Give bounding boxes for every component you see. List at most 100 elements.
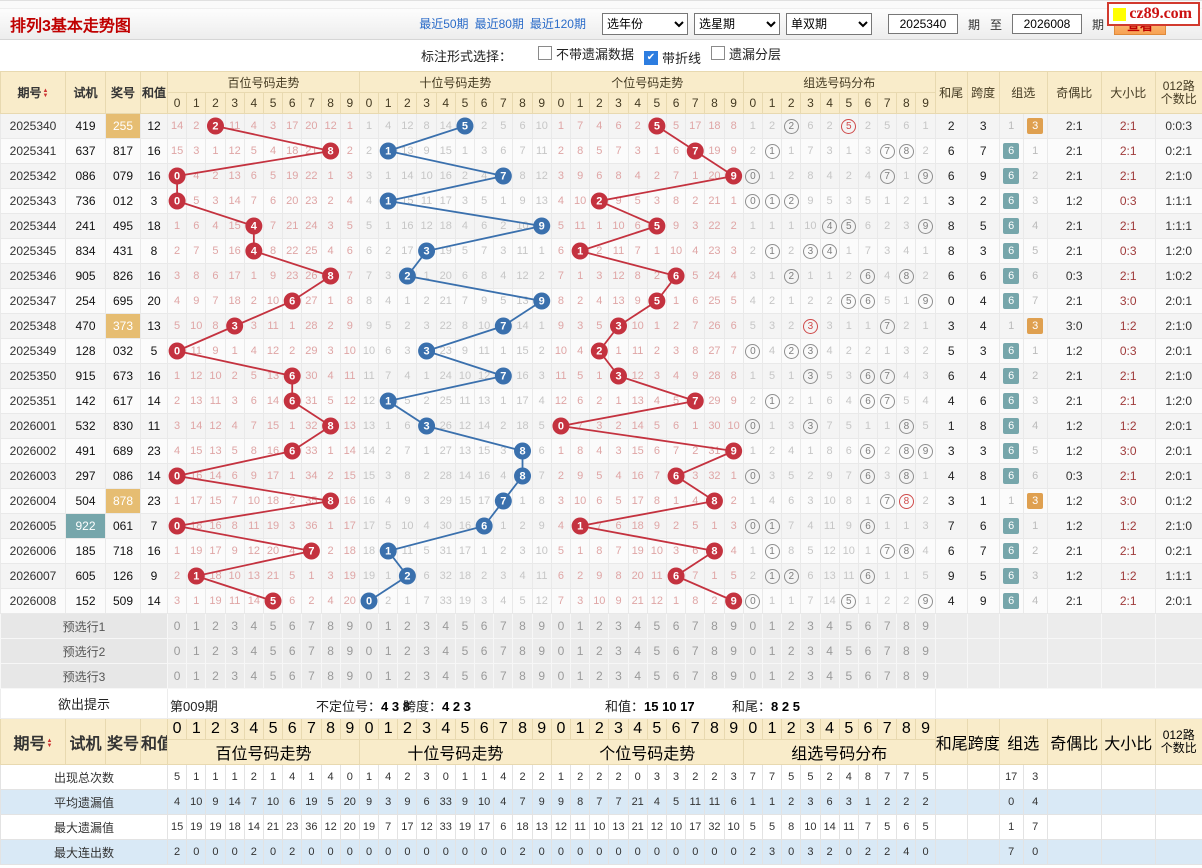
preselect-digit-cell[interactable]: 9 [339, 638, 360, 664]
preselect-digit-cell[interactable]: 6 [474, 638, 495, 664]
preselect-digit-cell[interactable]: 1 [186, 613, 207, 639]
preselect-digit-cell[interactable]: 3 [608, 638, 629, 664]
preselect-digit-cell[interactable]: 3 [224, 613, 245, 639]
preselect-digit-cell[interactable]: 2 [589, 613, 610, 639]
preselect-digit-cell[interactable]: 0 [166, 613, 188, 639]
preselect-digit-cell[interactable]: 7 [685, 638, 706, 664]
preselect-digit-cell[interactable]: 0 [358, 613, 380, 639]
preselect-digit-cell[interactable]: 1 [186, 663, 207, 689]
checkbox-2[interactable]: 遗漏分层 [711, 44, 781, 63]
preselect-digit-cell[interactable]: 0 [742, 663, 763, 689]
preselect-digit-cell[interactable]: 4 [819, 613, 840, 639]
preselect-digit-cell[interactable]: 7 [493, 613, 514, 639]
preselect-digit-cell[interactable]: 5 [262, 638, 284, 664]
preselect-digit-cell[interactable]: 8 [896, 638, 917, 664]
checkbox-box-icon[interactable] [711, 46, 726, 61]
preselect-digit-cell[interactable]: 6 [282, 613, 303, 639]
preselect-digit-cell[interactable]: 5 [838, 638, 859, 664]
preselect-digit-cell[interactable]: 5 [838, 613, 859, 639]
preselect-digit-cell[interactable]: 4 [435, 638, 456, 664]
preselect-digit-cell[interactable]: 2 [397, 613, 418, 639]
preselect-digit-cell[interactable]: 7 [685, 663, 706, 689]
preselect-digit-cell[interactable]: 9 [339, 613, 360, 639]
preselect-digit-cell[interactable]: 5 [454, 638, 476, 664]
preselect-digit-cell[interactable]: 8 [320, 638, 341, 664]
preselect-digit-cell[interactable]: 3 [224, 663, 245, 689]
preselect-digit-cell[interactable]: 3 [416, 638, 437, 664]
preselect-digit-cell[interactable]: 5 [646, 638, 667, 664]
preselect-digit-cell[interactable]: 2 [397, 663, 418, 689]
preselect-digit-cell[interactable]: 1 [761, 613, 783, 639]
preselect-digit-cell[interactable]: 2 [589, 638, 610, 664]
preselect-digit-cell[interactable]: 0 [550, 613, 572, 639]
preselect-digit-cell[interactable]: 0 [166, 638, 188, 664]
preselect-digit-cell[interactable]: 2 [781, 663, 802, 689]
preselect-digit-cell[interactable]: 7 [877, 663, 898, 689]
preselect-digit-cell[interactable]: 7 [493, 663, 514, 689]
preselect-digit-cell[interactable]: 6 [282, 638, 303, 664]
filter-select-1[interactable]: 选星期 [693, 13, 780, 35]
preselect-digit-cell[interactable]: 6 [665, 613, 687, 639]
preselect-digit-cell[interactable]: 5 [646, 663, 667, 689]
preselect-digit-cell[interactable]: 4 [243, 638, 264, 664]
recent-link-2[interactable]: 最近120期 [529, 17, 586, 31]
preselect-digit-cell[interactable]: 6 [857, 613, 879, 639]
preselect-digit-cell[interactable]: 3 [608, 663, 629, 689]
filter-select-2[interactable]: 单双期 [785, 13, 872, 35]
preselect-digit-cell[interactable]: 4 [435, 663, 456, 689]
preselect-digit-cell[interactable]: 2 [205, 638, 226, 664]
preselect-digit-cell[interactable]: 6 [282, 663, 303, 689]
preselect-digit-cell[interactable]: 4 [243, 663, 264, 689]
preselect-digit-cell[interactable]: 0 [742, 638, 763, 664]
preselect-digit-cell[interactable]: 6 [474, 663, 495, 689]
preselect-digit-cell[interactable]: 6 [857, 663, 879, 689]
preselect-digit-cell[interactable]: 9 [723, 638, 744, 664]
preselect-digit-cell[interactable]: 1 [378, 638, 399, 664]
preselect-digit-cell[interactable]: 0 [166, 663, 188, 689]
preselect-digit-cell[interactable]: 4 [627, 663, 648, 689]
preselect-digit-cell[interactable]: 8 [512, 638, 533, 664]
preselect-digit-cell[interactable]: 6 [474, 613, 495, 639]
preselect-digit-cell[interactable]: 6 [857, 638, 879, 664]
preselect-digit-cell[interactable]: 0 [550, 638, 572, 664]
checkbox-box-icon[interactable] [537, 46, 552, 61]
preselect-digit-cell[interactable]: 9 [915, 663, 936, 689]
preselect-digit-cell[interactable]: 3 [224, 638, 245, 664]
preselect-digit-cell[interactable]: 8 [896, 663, 917, 689]
preselect-digit-cell[interactable]: 4 [819, 663, 840, 689]
checkbox-box-icon[interactable]: ✔ [644, 50, 658, 65]
preselect-digit-cell[interactable]: 5 [838, 663, 859, 689]
preselect-digit-cell[interactable]: 3 [608, 613, 629, 639]
preselect-digit-cell[interactable]: 9 [723, 663, 744, 689]
preselect-digit-cell[interactable]: 4 [627, 613, 648, 639]
preselect-digit-cell[interactable]: 1 [761, 663, 783, 689]
preselect-digit-cell[interactable]: 3 [800, 638, 821, 664]
checkbox-1[interactable]: ✔ 带折线 [644, 48, 701, 67]
preselect-digit-cell[interactable]: 5 [262, 613, 284, 639]
preselect-digit-cell[interactable]: 8 [512, 613, 533, 639]
preselect-digit-cell[interactable]: 1 [570, 613, 591, 639]
preselect-digit-cell[interactable]: 9 [531, 638, 552, 664]
preselect-digit-cell[interactable]: 1 [570, 638, 591, 664]
preselect-digit-cell[interactable]: 6 [665, 638, 687, 664]
preselect-digit-cell[interactable]: 3 [800, 663, 821, 689]
preselect-digit-cell[interactable]: 9 [723, 613, 744, 639]
preselect-digit-cell[interactable]: 1 [570, 663, 591, 689]
preselect-digit-cell[interactable]: 4 [243, 613, 264, 639]
recent-link-0[interactable]: 最近50期 [419, 17, 469, 31]
preselect-digit-cell[interactable]: 2 [205, 663, 226, 689]
preselect-digit-cell[interactable]: 0 [358, 663, 380, 689]
preselect-digit-cell[interactable]: 0 [358, 638, 380, 664]
preselect-digit-cell[interactable]: 0 [550, 663, 572, 689]
preselect-digit-cell[interactable]: 1 [378, 663, 399, 689]
preselect-digit-cell[interactable]: 6 [665, 663, 687, 689]
preselect-digit-cell[interactable]: 9 [531, 663, 552, 689]
col-header-period[interactable]: 期号 ▲ ▼ [0, 718, 66, 765]
filter-select-0[interactable]: 选年份 [601, 13, 688, 35]
preselect-digit-cell[interactable]: 2 [781, 638, 802, 664]
preselect-digit-cell[interactable]: 3 [416, 663, 437, 689]
preselect-digit-cell[interactable]: 7 [301, 613, 322, 639]
preselect-digit-cell[interactable]: 7 [493, 638, 514, 664]
checkbox-0[interactable]: 不带遗漏数据 [537, 44, 634, 63]
preselect-digit-cell[interactable]: 5 [646, 613, 667, 639]
